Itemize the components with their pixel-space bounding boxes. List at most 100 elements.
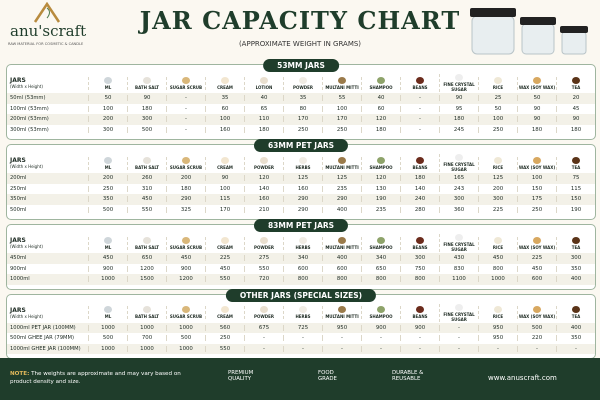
value-cell: 175 xyxy=(517,196,556,203)
column-header: HERBS xyxy=(283,306,322,319)
column-icon xyxy=(533,306,541,313)
value-cell: 180 xyxy=(361,126,400,133)
column-icon xyxy=(221,236,229,244)
column-icon xyxy=(221,76,229,84)
column-label: BATH SALT xyxy=(135,164,159,170)
column-icon xyxy=(572,76,580,84)
value-cell: 1200 xyxy=(127,265,166,272)
column-icon xyxy=(494,156,502,164)
value-cell: 720 xyxy=(244,276,283,283)
value-cell: 340 xyxy=(283,255,322,262)
value-cell: 200 xyxy=(88,175,127,182)
jars-header: JARS (Width x Height) xyxy=(7,237,88,249)
row-label: 500ml GHEE JAR (79MM) xyxy=(10,335,75,342)
value-cell: 240 xyxy=(400,196,439,203)
column-label: SUGAR SCRUB xyxy=(169,164,203,170)
header-row: JARS (Width x Height) ML BATH SALT SUGAR SCR… xyxy=(7,73,595,93)
value-cell: 1000 xyxy=(88,345,127,352)
column-label: BATH SALT xyxy=(135,244,159,250)
value-cell: - xyxy=(439,324,478,331)
value-cell: 65 xyxy=(244,105,283,112)
value-cell: 150 xyxy=(556,196,595,203)
value-cell: 75 xyxy=(556,175,595,182)
data-row: 50ml (53mm) 50 90-35 40 35 55 40-90 25 50 20 xyxy=(7,93,595,104)
column-icon xyxy=(338,306,346,313)
data-row: 500ml 500 550 325 170 210 290 400 235 280 360 225 25… xyxy=(7,205,595,216)
value-cell: 160 xyxy=(244,196,283,203)
column-icon xyxy=(143,236,151,244)
value-cell: 830 xyxy=(439,265,478,272)
column-icon xyxy=(260,156,268,164)
value-cell: 550 xyxy=(205,345,244,352)
value-cell: 110 xyxy=(244,116,283,123)
row-label: 500ml xyxy=(10,206,27,213)
column-header: ML xyxy=(88,306,127,319)
value-cell: 180 xyxy=(556,126,595,133)
column-icon xyxy=(182,236,190,244)
column-label: MULTANI MITTI xyxy=(325,314,359,319)
column-header: BATH SALT xyxy=(127,236,166,250)
value-cell: 1000 xyxy=(88,276,127,283)
column-icon xyxy=(338,156,346,164)
column-label: ML xyxy=(104,164,112,170)
column-icon xyxy=(416,306,424,313)
value-cell: 125 xyxy=(283,175,322,182)
column-icon xyxy=(416,156,424,164)
data-row: 1000ml GHEE JAR (100MM) 1000 1000 1000 550- -… xyxy=(7,343,595,354)
value-cell: 675 xyxy=(244,324,283,331)
value-cell: 170 xyxy=(283,116,322,123)
value-cell: 900 xyxy=(400,324,439,331)
value-cell: 100 xyxy=(517,175,556,182)
value-cell: - xyxy=(439,335,478,342)
value-cell: 650 xyxy=(361,265,400,272)
value-cell: 243 xyxy=(439,185,478,192)
column-icon xyxy=(260,236,268,244)
column-icon xyxy=(455,234,463,241)
value-cell: 250 xyxy=(322,126,361,133)
value-cell: 550 xyxy=(205,276,244,283)
value-cell: 600 xyxy=(322,265,361,272)
value-cell: 1100 xyxy=(439,276,478,283)
value-cell: 1000 xyxy=(166,345,205,352)
column-header: LOTION xyxy=(244,76,283,90)
value-cell: 300 xyxy=(556,255,595,262)
value-cell: 50 xyxy=(88,95,127,102)
value-cell: - xyxy=(517,345,556,352)
column-header: HERBS xyxy=(283,236,322,250)
value-cell: 225 xyxy=(517,255,556,262)
value-cell: 120 xyxy=(244,175,283,182)
value-cell: 300 xyxy=(439,196,478,203)
column-header: ML xyxy=(88,156,127,170)
value-cell: 800 xyxy=(322,276,361,283)
column-label: MULTANI MITTI xyxy=(325,244,359,250)
column-label: POWDER xyxy=(254,164,274,170)
value-cell: 235 xyxy=(361,206,400,213)
column-icon xyxy=(377,156,385,164)
column-label: BEANS xyxy=(412,164,428,170)
column-header: SUGAR SCRUB xyxy=(166,236,205,250)
value-cell: 60 xyxy=(205,105,244,112)
data-row: 300ml (53mm) 300 500-160 180 250 250 180-245 25… xyxy=(7,125,595,136)
column-icon xyxy=(104,306,112,313)
value-cell: - xyxy=(166,126,205,133)
column-icon xyxy=(182,76,190,84)
value-cell: 950 xyxy=(478,335,517,342)
badge: DURABLE & REUSABLE xyxy=(392,370,424,382)
data-row: 1000ml PET JAR (100MM) 1000 1000 1000 560 675… xyxy=(7,322,595,333)
value-cell: - xyxy=(478,345,517,352)
column-header: MULTANI MITTI xyxy=(322,306,361,319)
column-header: TEA xyxy=(556,76,595,90)
column-header: TEA xyxy=(556,306,595,319)
column-icon xyxy=(572,156,580,164)
value-cell: 800 xyxy=(400,276,439,283)
value-cell: 90 xyxy=(127,95,166,102)
column-header: POWDER xyxy=(244,156,283,170)
value-cell: 500 xyxy=(127,126,166,133)
column-label: ML xyxy=(104,314,112,319)
row-label: 1000ml GHEE JAR (100MM) xyxy=(10,345,81,352)
column-label: SUGAR SCRUB xyxy=(169,84,203,90)
column-header: SUGAR SCRUB xyxy=(166,76,205,90)
value-cell: 180 xyxy=(400,175,439,182)
column-icon xyxy=(143,306,151,313)
value-cell: 180 xyxy=(127,105,166,112)
